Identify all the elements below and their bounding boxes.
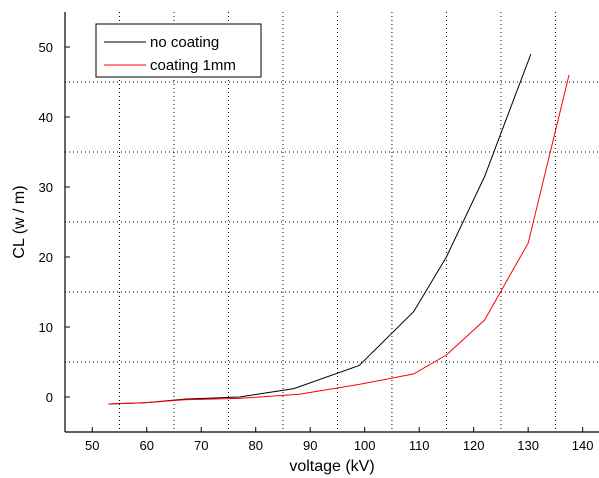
x-tick-label: 50 xyxy=(85,438,99,453)
y-tick-label: 40 xyxy=(39,110,53,125)
y-tick-label: 0 xyxy=(46,390,53,405)
x-tick-label: 110 xyxy=(409,438,430,453)
x-axis-label: voltage (kV) xyxy=(289,458,374,475)
series-lines xyxy=(108,53,570,405)
y-tick-label: 50 xyxy=(39,40,53,55)
x-tick-label: 70 xyxy=(194,438,208,453)
x-tick-label: 60 xyxy=(140,438,154,453)
legend-label-no-coating: no coating xyxy=(150,34,219,51)
x-tick-label: 130 xyxy=(517,438,539,453)
y-tick-label: 20 xyxy=(39,250,53,265)
x-tick-label: 80 xyxy=(248,438,262,453)
y-tick-label: 10 xyxy=(39,320,53,335)
x-tick-label: 100 xyxy=(354,438,376,453)
grid-lines xyxy=(65,12,599,432)
axes xyxy=(64,12,599,433)
legend-box xyxy=(95,23,262,78)
x-tick-label: 90 xyxy=(303,438,317,453)
legend-label-coating-1mm: coating 1mm xyxy=(150,57,236,74)
x-tick-label: 120 xyxy=(463,438,485,453)
tick-labels: 50 60 70 80 90 100 110 120 130 140 0 10 20 30 40 50 xyxy=(39,40,594,453)
series-line-no-coating xyxy=(108,53,532,405)
series-line-coating-1mm xyxy=(108,74,570,405)
legend: no coating coating 1mm xyxy=(95,23,262,78)
y-axis-label: CL (w / m) xyxy=(11,185,28,258)
x-tick-label: 140 xyxy=(572,438,594,453)
y-tick-label: 30 xyxy=(39,180,53,195)
